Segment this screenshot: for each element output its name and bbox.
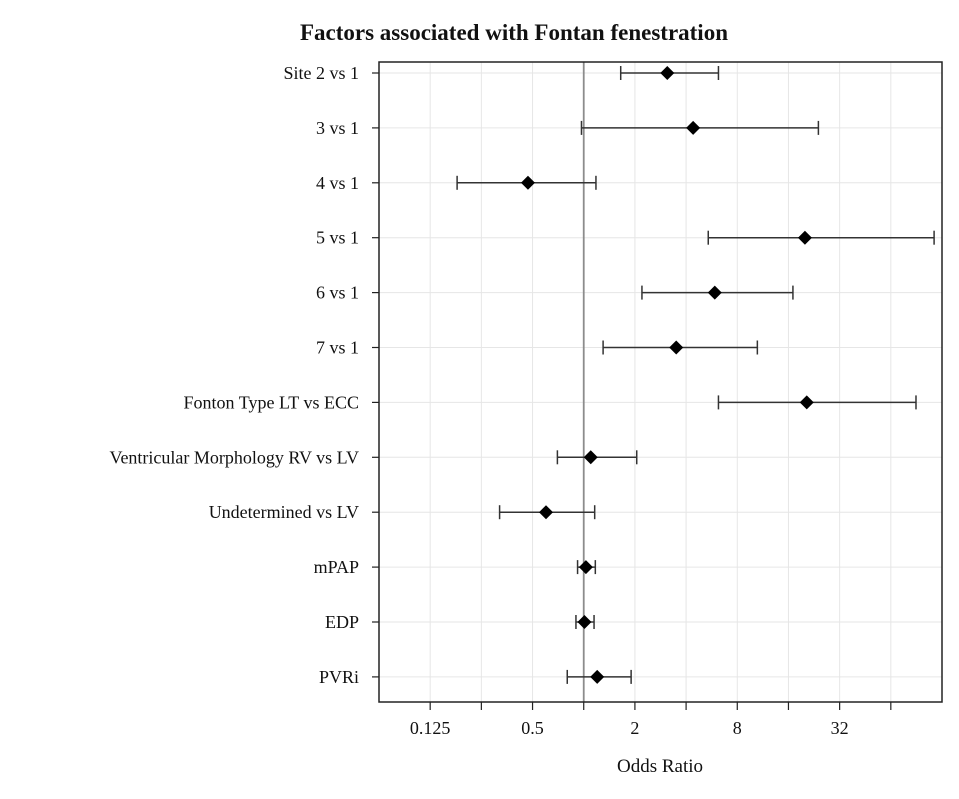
odds-ratio-marker — [578, 560, 593, 575]
row-label: 3 vs 1 — [316, 118, 359, 138]
row-label: Fonton Type LT vs ECC — [184, 392, 359, 412]
x-tick-label: 0.125 — [410, 718, 451, 738]
row-label: 7 vs 1 — [316, 338, 359, 358]
row-label: 5 vs 1 — [316, 228, 359, 248]
x-tick-label: 2 — [630, 718, 639, 738]
odds-ratio-marker — [799, 395, 814, 410]
odds-ratio-marker — [686, 120, 701, 135]
chart-title: Factors associated with Fontan fenestrat… — [300, 20, 728, 45]
odds-ratio-marker — [520, 175, 535, 190]
row-label: Site 2 vs 1 — [283, 63, 359, 83]
plot-area — [379, 62, 942, 702]
x-axis-label: Odds Ratio — [617, 756, 703, 777]
x-tick-label: 8 — [733, 718, 742, 738]
row-label: Ventricular Morphology RV vs LV — [109, 447, 359, 467]
odds-ratio-marker — [797, 230, 812, 245]
x-axis: 0.125 0.5 2 8 32 Site 2 vs 1 3 vs 1 4 vs 1 5 vs … — [109, 63, 892, 738]
row-label: PVRi — [319, 667, 359, 687]
odds-ratio-marker — [669, 340, 684, 355]
x-tick-label: 0.5 — [521, 718, 544, 738]
row-label: EDP — [325, 612, 359, 632]
odds-ratio-marker — [707, 285, 722, 300]
x-tick-label: 32 — [831, 718, 849, 738]
odds-ratio-marker — [577, 615, 592, 629]
odds-ratio-marker — [660, 66, 675, 80]
row-label: Undetermined vs LV — [209, 502, 359, 522]
plot-border — [378, 61, 943, 703]
estimates-group — [456, 66, 935, 684]
odds-ratio-marker — [590, 669, 605, 684]
odds-ratio-marker — [539, 505, 554, 520]
row-label: mPAP — [314, 557, 359, 577]
row-label: 4 vs 1 — [316, 173, 359, 193]
odds-ratio-marker — [583, 450, 598, 465]
row-label: 6 vs 1 — [316, 283, 359, 303]
